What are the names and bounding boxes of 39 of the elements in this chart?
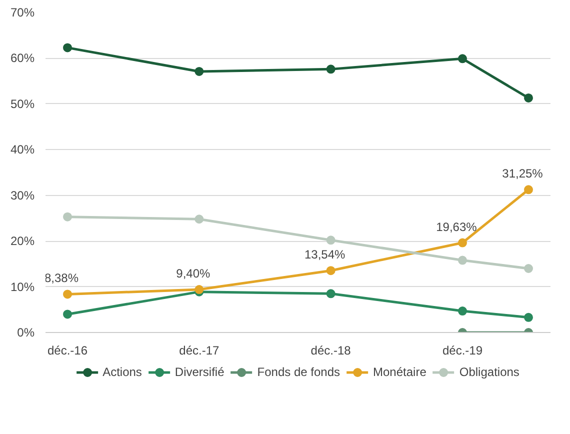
point [63,43,72,52]
point [458,238,467,248]
data-label: 19,63% [436,220,478,234]
x-tick-label: déc.-17 [179,344,220,358]
legend-label: Diversifié [174,365,224,379]
point [326,266,336,276]
point [524,185,533,194]
data-label: 9,40% [176,266,211,281]
point [524,312,533,322]
y-tick-label: 50% [10,96,35,111]
legend-label: Fonds de fonds [257,365,340,379]
legend-label: Monétaire [373,365,426,379]
y-tick-label: 70% [10,6,35,20]
y-tick-label: 60% [10,51,35,66]
point [326,236,336,245]
data-label: 31,25% [502,166,544,181]
point [326,289,336,298]
x-tick-label: déc.-18 [310,344,352,358]
point [63,310,72,319]
x-tick-label: déc.-19 [442,344,483,358]
y-tick-label: 10% [10,280,35,294]
y-tick-label: 30% [10,188,35,202]
point [63,212,72,222]
point [458,256,467,265]
point [326,64,336,74]
y-tick-label: 20% [10,234,35,248]
y-tick-label: 40% [10,142,35,157]
point [194,214,204,224]
point [524,264,533,273]
point [194,66,204,76]
legend-label: Actions [102,365,142,379]
y-tick-label: 0% [17,326,35,340]
point [458,54,467,64]
point [63,290,72,299]
legend-label: Obligations [459,365,520,379]
point [458,306,467,316]
point [524,93,533,102]
x-tick-label: déc.-16 [47,344,88,358]
data-label: 13,54% [304,248,346,262]
